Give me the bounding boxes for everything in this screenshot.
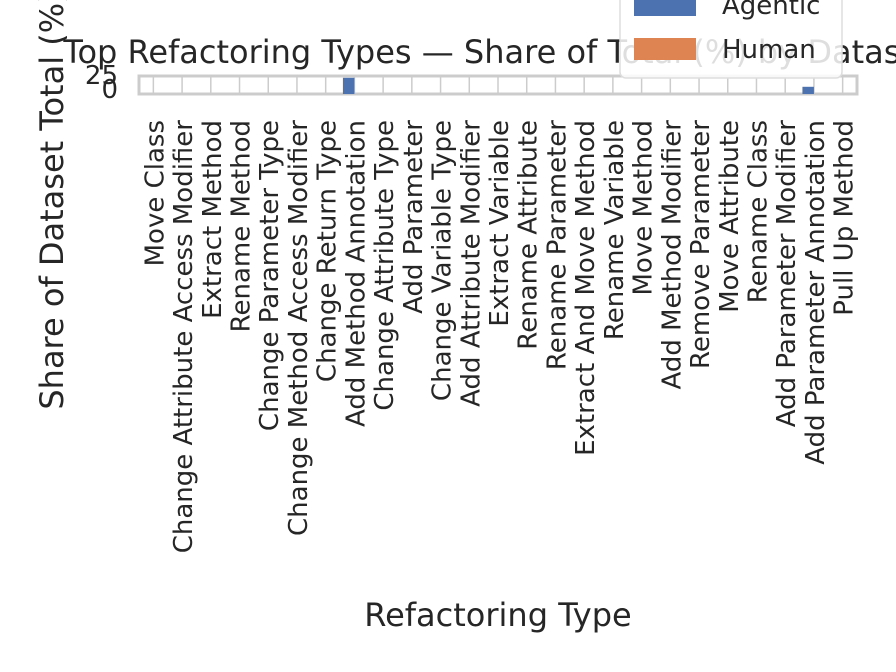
legend-label: Human — [722, 35, 816, 65]
legend: Agentic Human — [619, 0, 843, 79]
x-tick-label: Move Attribute — [715, 120, 745, 313]
x-tick-label: Move Class — [140, 120, 170, 266]
x-tick-label: Rename Parameter — [542, 120, 572, 370]
x-tick-label: Change Method Access Modifier — [284, 120, 314, 536]
x-tick-label: Remove Parameter — [686, 120, 716, 369]
x-tick-label: Change Variable Type — [428, 120, 458, 401]
legend-label: Agentic — [722, 0, 820, 21]
y-axis-label: Share of Dataset Total (%) — [33, 0, 71, 410]
x-tick-label: Extract Method — [198, 120, 228, 319]
x-tick-label: Add Method Modifier — [657, 120, 687, 390]
x-tick-label: Rename Attribute — [514, 120, 544, 350]
legend-swatch — [634, 38, 696, 60]
x-tick-label: Extract And Move Method — [571, 120, 601, 456]
bar — [802, 86, 814, 94]
x-tick-label: Add Parameter Modifier — [772, 120, 802, 428]
x-tick-label: Move Method — [629, 120, 659, 296]
x-tick-label: Change Parameter Type — [255, 120, 285, 431]
x-tick-label: Add Method Annotation — [341, 120, 371, 427]
legend-swatch — [634, 0, 696, 16]
x-tick-label: Add Attribute Modifier — [456, 120, 486, 407]
x-tick-label: Add Parameter — [399, 120, 429, 314]
y-tick-label: 0 — [101, 75, 118, 105]
bar — [342, 77, 355, 94]
x-tick-label: Add Parameter Annotation — [801, 120, 831, 465]
x-tick-label: Rename Variable — [600, 120, 630, 340]
plot-area — [137, 74, 859, 96]
x-tick-label: Rename Class — [743, 120, 773, 303]
x-tick-label: Pull Up Method — [830, 120, 860, 316]
x-tick-label: Rename Method — [227, 120, 257, 332]
y-tick-labels: 025 — [85, 61, 118, 105]
x-axis-label: Refactoring Type — [364, 596, 631, 634]
x-tick-label: Change Attribute Type — [370, 120, 400, 411]
x-tick-label: Change Return Type — [313, 120, 343, 382]
x-tick-label: Extract Variable — [485, 120, 515, 327]
x-tick-label: Change Attribute Access Modifier — [169, 120, 199, 554]
y-tick-label: 25 — [85, 61, 118, 91]
